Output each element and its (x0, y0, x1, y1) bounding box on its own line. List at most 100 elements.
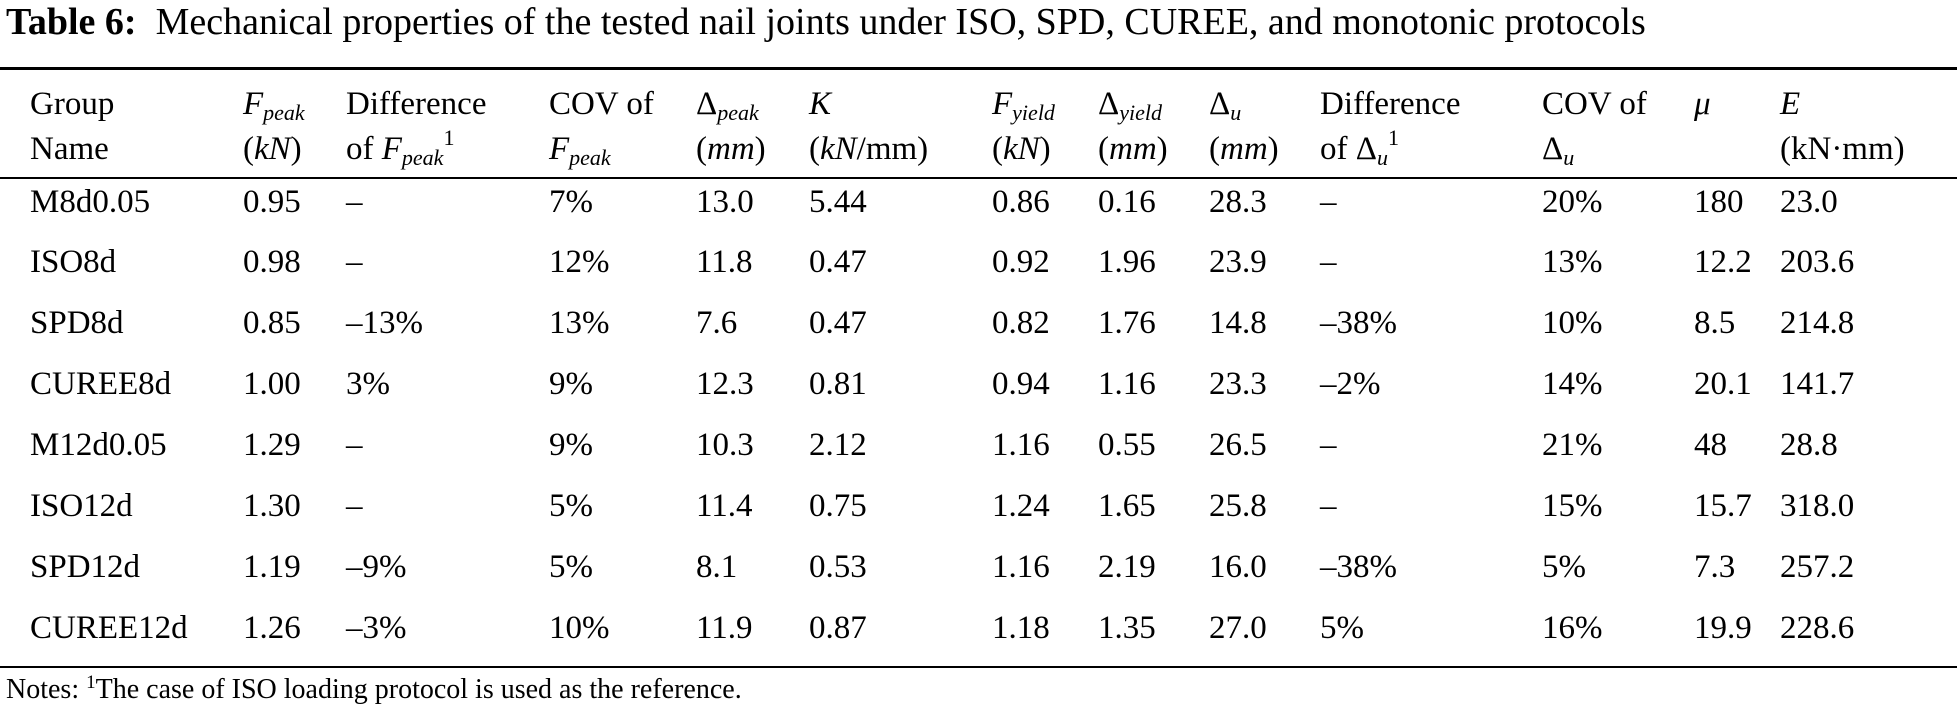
header-dpeak-unit: (mm) (696, 131, 766, 167)
table-row: M8d0.05 0.95 – 7% 13.0 5.44 0.86 0.16 28.3 – 20% 18… (0, 174, 1957, 242)
cell-dpeak: 8.1 (696, 549, 738, 585)
cell-fyield: 1.18 (992, 610, 1050, 646)
cell-dyield: 1.96 (1098, 244, 1156, 280)
cell-diff-fpeak: –13% (346, 305, 423, 341)
header-cov-fpeak: COV of (549, 86, 654, 122)
header-fyield: Fyield (992, 86, 1055, 125)
cell-fpeak: 1.00 (243, 366, 301, 402)
cell-cov-fpeak: 9% (549, 427, 593, 463)
cell-fpeak: 1.19 (243, 549, 301, 585)
table-row: SPD8d 0.85 –13% 13% 7.6 0.47 0.82 1.76 14.8 –38% 1… (0, 303, 1957, 364)
caption-label: Table 6: (6, 1, 137, 43)
cell-diff-fpeak: 3% (346, 366, 390, 402)
cell-cov-fpeak: 7% (549, 184, 593, 220)
cell-fyield: 1.16 (992, 549, 1050, 585)
cell-mu: 12.2 (1694, 244, 1752, 280)
cell-dpeak: 7.6 (696, 305, 738, 341)
table-row: CUREE8d 1.00 3% 9% 12.3 0.81 0.94 1.16 23.3 –2% 14… (0, 364, 1957, 425)
cell-group-name: SPD8d (30, 305, 124, 341)
header-mu: μ (1694, 86, 1711, 122)
cell-diff-du: – (1320, 244, 1337, 280)
table-row: SPD12d 1.19 –9% 5% 8.1 0.53 1.16 2.19 16.0 –38% 5%… (0, 547, 1957, 608)
header-row-2: Name (kN) of Fpeak1 Fpeak (mm) (kN/mm) (… (0, 127, 1957, 174)
header-cov-fpeak-line2: Fpeak (549, 131, 611, 170)
cell-group-name: ISO12d (30, 488, 133, 524)
cell-mu: 20.1 (1694, 366, 1752, 402)
cell-group-name: SPD12d (30, 549, 141, 585)
header-diff-fpeak-line2: of Fpeak1 (346, 125, 455, 170)
cell-du: 14.8 (1209, 305, 1267, 341)
cell-dpeak: 12.3 (696, 366, 754, 402)
cell-cov-du: 5% (1542, 549, 1586, 585)
cell-cov-fpeak: 9% (549, 366, 593, 402)
header-diff-du: Difference (1320, 86, 1461, 122)
cell-cov-fpeak: 5% (549, 549, 593, 585)
cell-diff-du: – (1320, 488, 1337, 524)
cell-cov-du: 13% (1542, 244, 1603, 280)
cell-cov-du: 15% (1542, 488, 1603, 524)
cell-k: 0.81 (809, 366, 867, 402)
cell-e: 214.8 (1780, 305, 1855, 341)
cell-diff-fpeak: –9% (346, 549, 407, 585)
cell-cov-du: 14% (1542, 366, 1603, 402)
cell-fpeak: 0.95 (243, 184, 301, 220)
cell-dyield: 1.65 (1098, 488, 1156, 524)
cell-dpeak: 11.9 (696, 610, 753, 646)
cell-dpeak: 11.4 (696, 488, 753, 524)
cell-diff-du: – (1320, 184, 1337, 220)
top-rule (0, 67, 1957, 70)
header-cov-du-line2: Δu (1542, 131, 1575, 170)
header-k-unit: (kN/mm) (809, 131, 929, 167)
cell-diff-fpeak: – (346, 488, 363, 524)
properties-table: Group Fpeak Difference COV of Δpeak K Fy… (0, 70, 1957, 669)
header-e: E (1780, 86, 1801, 122)
cell-group-name: CUREE12d (30, 610, 188, 646)
cell-group-name: CUREE8d (30, 366, 172, 402)
cell-e: 23.0 (1780, 184, 1838, 220)
cell-cov-du: 10% (1542, 305, 1603, 341)
cell-cov-du: 21% (1542, 427, 1603, 463)
header-dyield: Δyield (1098, 86, 1162, 125)
cell-fpeak: 1.29 (243, 427, 301, 463)
table-row: ISO12d 1.30 – 5% 11.4 0.75 1.24 1.65 25.8 – 15% 15.… (0, 486, 1957, 547)
header-dpeak: Δpeak (696, 86, 759, 125)
cell-e: 257.2 (1780, 549, 1855, 585)
cell-fpeak: 1.26 (243, 610, 301, 646)
cell-dyield: 1.76 (1098, 305, 1156, 341)
header-rule (0, 177, 1957, 179)
cell-cov-fpeak: 10% (549, 610, 610, 646)
cell-k: 5.44 (809, 184, 867, 220)
cell-e: 318.0 (1780, 488, 1855, 524)
header-fpeak-unit: (kN) (243, 131, 302, 167)
header-k: K (809, 86, 832, 122)
cell-dyield: 0.55 (1098, 427, 1156, 463)
cell-e: 141.7 (1780, 366, 1855, 402)
cell-cov-du: 20% (1542, 184, 1603, 220)
cell-du: 27.0 (1209, 610, 1267, 646)
table-body: M8d0.05 0.95 – 7% 13.0 5.44 0.86 0.16 28.3 – 20% 18… (0, 174, 1957, 669)
cell-diff-fpeak: – (346, 244, 363, 280)
header-du: Δu (1209, 86, 1242, 125)
caption-text: Mechanical properties of the tested nail… (155, 1, 1646, 43)
cell-fyield: 1.16 (992, 427, 1050, 463)
header-fpeak: Fpeak (243, 86, 305, 125)
cell-diff-fpeak: – (346, 184, 363, 220)
header-e-unit: (kN·mm) (1780, 131, 1905, 167)
cell-k: 0.53 (809, 549, 867, 585)
cell-mu: 8.5 (1694, 305, 1736, 341)
cell-k: 2.12 (809, 427, 867, 463)
bottom-rule (0, 666, 1957, 668)
cell-diff-du: 5% (1320, 610, 1364, 646)
header-fyield-unit: (kN) (992, 131, 1051, 167)
cell-e: 28.8 (1780, 427, 1838, 463)
cell-du: 26.5 (1209, 427, 1267, 463)
header-diff-du-line2: of Δu1 (1320, 125, 1399, 170)
cell-fyield: 0.92 (992, 244, 1050, 280)
cell-mu: 19.9 (1694, 610, 1752, 646)
cell-k: 0.75 (809, 488, 867, 524)
cell-dyield: 1.35 (1098, 610, 1156, 646)
cell-k: 0.87 (809, 610, 867, 646)
cell-du: 23.9 (1209, 244, 1267, 280)
header-group: Group (30, 86, 115, 122)
